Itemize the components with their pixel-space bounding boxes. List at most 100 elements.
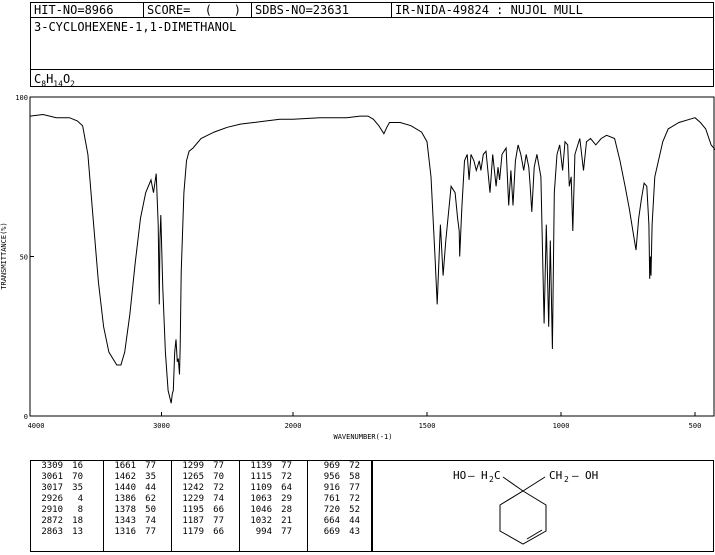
x-tick-label: 500 (689, 422, 702, 430)
y-axis-label: TRANSMITTANCE(%) (0, 222, 8, 289)
peak-wavenumber: 1440 (114, 483, 136, 493)
peak-wavenumber: 916 (323, 483, 340, 493)
peak-row: 1046 28 (240, 505, 307, 516)
peak-row: 3061 70 (31, 472, 103, 483)
peak-transmittance: 70 (72, 472, 83, 482)
ir-nida-info: IR-NIDA-49824 : NUJOL MULL (391, 3, 713, 17)
peak-transmittance: 70 (213, 472, 224, 482)
peak-row: 1343 74 (104, 516, 171, 527)
peak-transmittance: 16 (72, 461, 83, 471)
peak-row: 1378 50 (104, 505, 171, 516)
peak-transmittance: 13 (72, 527, 83, 537)
peak-wavenumber: 1242 (182, 483, 204, 493)
peak-transmittance: 66 (213, 505, 224, 515)
structure-drawing: HO — H 2 C CH 2 — OH (453, 469, 598, 545)
peak-wavenumber: 969 (323, 461, 340, 471)
formula-box: C8H14O2 (30, 69, 714, 88)
peak-row: 1229 74 (172, 494, 239, 505)
peak-wavenumber: 1265 (182, 472, 204, 482)
peak-transmittance: 77 (213, 461, 224, 471)
peak-transmittance: 77 (349, 483, 360, 493)
compound-name: 3-CYCLOHEXENE-1,1-DIMETHANOL (34, 20, 237, 34)
peak-wavenumber: 1195 (182, 505, 204, 515)
peak-row: 1661 77 (104, 461, 171, 472)
structure-ch-label: CH (549, 469, 562, 482)
y-axis-ticks: 0 50 100 (15, 94, 34, 421)
peak-wavenumber: 720 (323, 505, 340, 515)
peak-wavenumber: 1115 (250, 472, 272, 482)
score: SCORE= ( ) (143, 3, 251, 17)
peak-transmittance: 35 (145, 472, 156, 482)
peak-transmittance: 28 (281, 505, 292, 515)
peak-row: 1032 21 (240, 516, 307, 527)
peak-row: 1299 77 (172, 461, 239, 472)
peak-wavenumber: 1378 (114, 505, 136, 515)
peak-transmittance: 8 (77, 505, 83, 515)
peak-transmittance: 66 (213, 527, 224, 537)
peak-transmittance: 43 (349, 527, 360, 537)
structure-dash: — (468, 469, 475, 482)
peak-row: 916 77 (308, 483, 371, 494)
peak-transmittance: 77 (281, 461, 292, 471)
peak-row: 1265 70 (172, 472, 239, 483)
peak-wavenumber: 2863 (41, 527, 63, 537)
x-axis-ticks: 4000 3000 2000 1500 1000 500 (28, 412, 702, 430)
structure-sub-2b: 2 (564, 475, 569, 484)
peak-wavenumber: 3061 (41, 472, 63, 482)
peak-row: 2910 8 (31, 505, 103, 516)
peak-wavenumber: 761 (323, 494, 340, 504)
peak-transmittance: 29 (281, 494, 292, 504)
peak-row: 720 52 (308, 505, 371, 516)
peak-wavenumber: 664 (323, 516, 340, 526)
peak-transmittance: 21 (281, 516, 292, 526)
peak-transmittance: 77 (145, 527, 156, 537)
peak-transmittance: 77 (213, 516, 224, 526)
structure-oh-label: OH (585, 469, 598, 482)
peak-wavenumber: 3309 (41, 461, 63, 471)
peak-row: 1440 44 (104, 483, 171, 494)
x-tick-label: 1500 (419, 422, 436, 430)
peak-transmittance: 74 (145, 516, 156, 526)
peak-row: 1187 77 (172, 516, 239, 527)
peak-wavenumber: 2910 (41, 505, 63, 515)
peak-column: 1139 77 1115 72 1109 64 1063 29 1046 28 1032 21 994 7… (239, 461, 307, 551)
structure-sub-2: 2 (489, 475, 494, 484)
peak-column: 1299 77 1265 70 1242 72 1229 74 1195 66 1187 77 1179… (171, 461, 239, 551)
peak-transmittance: 4 (77, 494, 83, 504)
peak-transmittance: 50 (145, 505, 156, 515)
peak-row: 1195 66 (172, 505, 239, 516)
peak-wavenumber: 994 (255, 527, 272, 537)
peak-wavenumber: 1299 (182, 461, 204, 471)
peak-wavenumber: 2872 (41, 516, 63, 526)
peak-wavenumber: 1109 (250, 483, 272, 493)
peak-transmittance: 72 (213, 483, 224, 493)
peak-wavenumber: 1139 (250, 461, 272, 471)
peak-row: 1386 62 (104, 494, 171, 505)
peak-column: 1661 77 1462 35 1440 44 1386 62 1378 50 1343 74 1316… (103, 461, 171, 551)
peak-transmittance: 18 (72, 516, 83, 526)
peak-row: 2926 4 (31, 494, 103, 505)
peak-wavenumber: 1316 (114, 527, 136, 537)
compound-name-box: 3-CYCLOHEXENE-1,1-DIMETHANOL (30, 17, 714, 70)
peak-wavenumber: 1179 (182, 527, 204, 537)
peak-transmittance: 72 (281, 472, 292, 482)
peak-transmittance: 72 (349, 461, 360, 471)
spectrum-line (29, 113, 715, 404)
cyclohexene-ring (499, 476, 547, 545)
peak-row: 969 72 (308, 461, 371, 472)
peak-wavenumber: 1462 (114, 472, 136, 482)
peak-wavenumber: 1187 (182, 516, 204, 526)
peak-wavenumber: 3017 (41, 483, 63, 493)
peak-row: 3309 16 (31, 461, 103, 472)
header-bar: HIT-NO=8966 SCORE= ( ) SDBS-NO=23631 IR-… (30, 2, 714, 18)
peak-row: 1115 72 (240, 472, 307, 483)
hit-number: HIT-NO=8966 (34, 3, 114, 17)
peak-row: 1109 64 (240, 483, 307, 494)
peak-wavenumber: 956 (323, 472, 340, 482)
y-tick-label: 100 (15, 94, 28, 102)
peak-row: 2863 13 (31, 527, 103, 538)
peak-row: 1063 29 (240, 494, 307, 505)
peak-transmittance: 52 (349, 505, 360, 515)
peak-wavenumber: 2926 (41, 494, 63, 504)
peak-transmittance: 35 (72, 483, 83, 493)
